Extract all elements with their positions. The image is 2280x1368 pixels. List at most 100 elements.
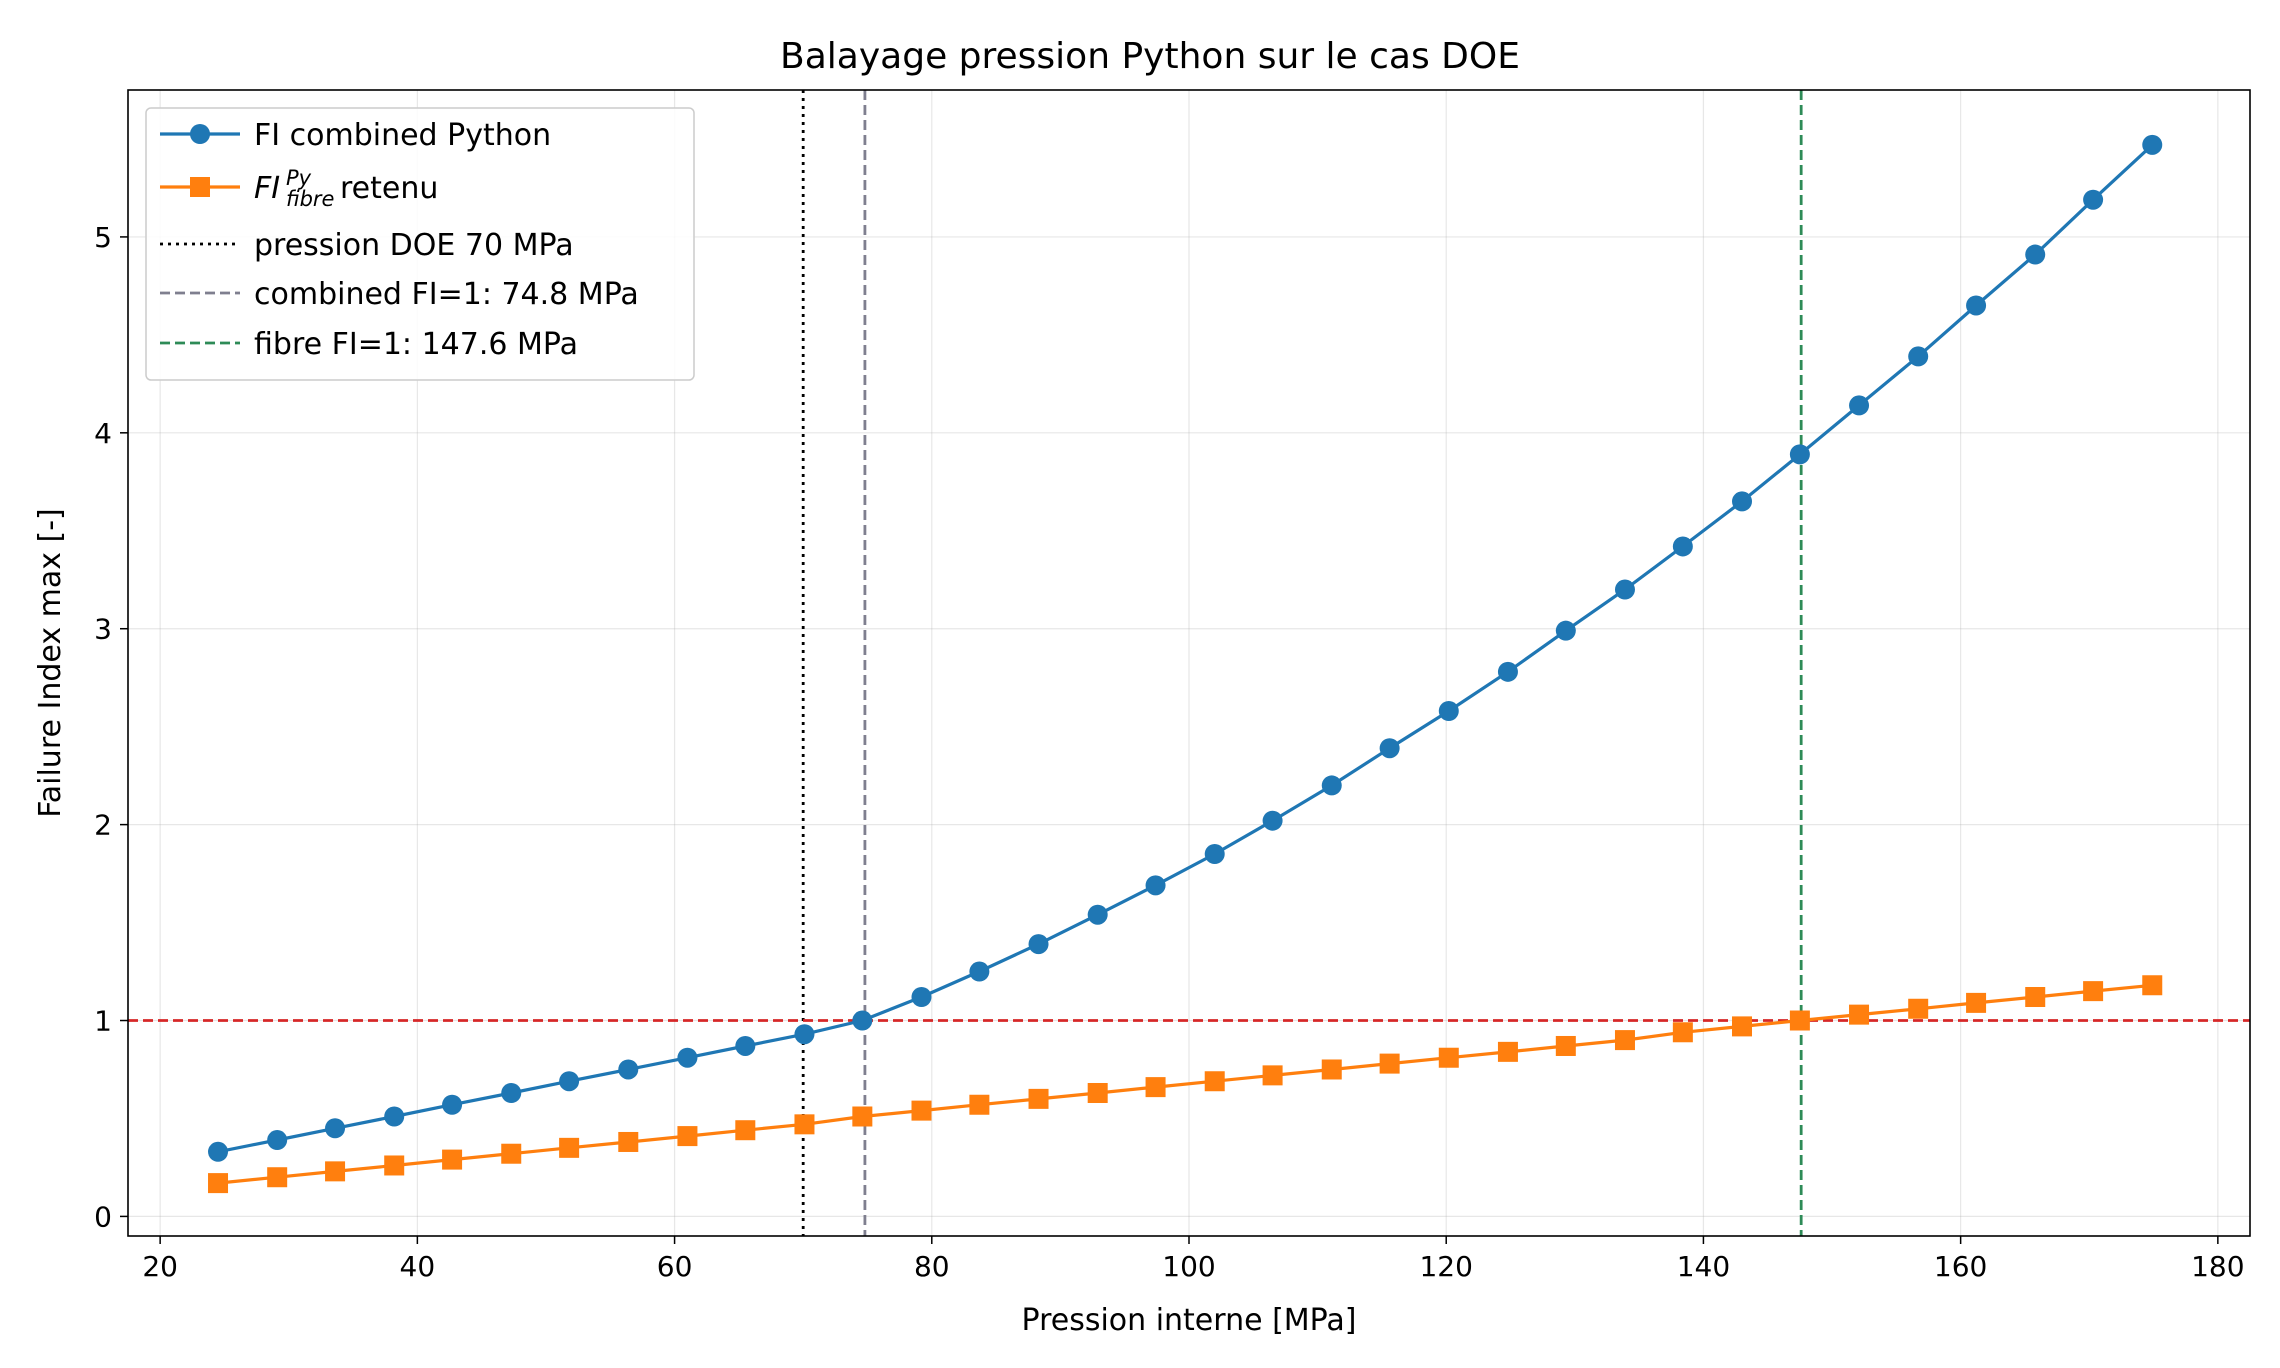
data-point	[969, 1094, 990, 1115]
legend-label: combined FI=1: 74.8 MPa	[254, 277, 639, 312]
data-point	[1438, 700, 1459, 721]
data-point	[384, 1155, 405, 1176]
data-point	[1966, 295, 1987, 316]
legend-box	[145, 107, 695, 381]
x-tick-label: 20	[142, 1250, 178, 1283]
data-point	[1555, 620, 1576, 641]
data-point	[208, 1141, 229, 1162]
data-point	[2083, 189, 2104, 210]
data-point	[1497, 661, 1518, 682]
data-point	[1028, 934, 1049, 955]
data-point	[1438, 1047, 1459, 1068]
data-point	[1379, 1053, 1400, 1074]
x-tick-label: 120	[1419, 1250, 1472, 1283]
legend-label-subscript: fibre	[286, 187, 334, 211]
data-point	[442, 1094, 463, 1115]
y-axis-label: Failure Index max [-]	[33, 508, 68, 818]
data-point	[1204, 844, 1225, 864]
data-point	[1732, 491, 1753, 512]
data-point	[1321, 775, 1342, 796]
y-tick-label: 0	[94, 1200, 112, 1233]
series-line	[217, 983, 2153, 1185]
x-tick-label: 40	[400, 1250, 436, 1283]
data-point	[1789, 444, 1810, 465]
y-tick-label: 1	[94, 1005, 112, 1038]
data-point	[384, 1106, 405, 1127]
data-point	[794, 1114, 815, 1135]
data-point	[325, 1161, 346, 1182]
data-point	[1672, 536, 1693, 557]
data-point	[1614, 1030, 1635, 1051]
x-tick-label: 180	[2191, 1250, 2244, 1283]
data-point	[1087, 1082, 1108, 1103]
legend-label: fibre FI=1: 147.6 MPa	[254, 327, 578, 362]
x-tick-label: 100	[1162, 1250, 1215, 1283]
legend-label-base: FI	[254, 171, 280, 206]
data-point	[501, 1143, 522, 1164]
data-point	[1321, 1059, 1342, 1080]
y-tick-label: 2	[94, 809, 112, 842]
data-point	[1145, 1077, 1166, 1098]
data-point	[1908, 346, 1929, 367]
data-point	[1672, 1022, 1693, 1043]
data-point	[794, 1024, 815, 1045]
data-point	[618, 1059, 639, 1080]
legend-label: FI combined Python	[254, 118, 551, 153]
data-point	[1732, 1016, 1753, 1037]
legend-marker	[190, 177, 210, 197]
data-point	[618, 1131, 639, 1152]
x-axis-label: Pression interne [MPa]	[1022, 1303, 1357, 1338]
data-point	[969, 961, 990, 982]
y-tick-label: 3	[94, 613, 112, 646]
data-point	[501, 1082, 522, 1103]
x-tick-label: 80	[914, 1250, 950, 1283]
data-point	[1555, 1035, 1576, 1056]
chart-title: Balayage pression Python sur le cas DOE	[780, 36, 1520, 77]
x-tick-label: 160	[1934, 1250, 1987, 1283]
data-point	[852, 1010, 873, 1031]
y-tick-label: 4	[94, 417, 112, 450]
data-point	[1087, 904, 1108, 925]
data-point	[2025, 244, 2046, 265]
data-point	[1204, 1071, 1225, 1092]
data-point	[559, 1137, 580, 1158]
data-point	[1262, 1065, 1283, 1086]
data-point	[2025, 987, 2046, 1008]
data-point	[852, 1106, 873, 1127]
data-point	[735, 1035, 756, 1056]
y-axis-ticks: 0 1 2 3 4 5	[94, 221, 128, 1233]
data-point	[325, 1118, 346, 1139]
data-point	[911, 987, 932, 1008]
data-point	[1145, 875, 1166, 896]
data-point	[2142, 975, 2163, 996]
data-point	[1789, 1010, 1810, 1031]
data-point	[208, 1173, 229, 1194]
vertical-reference-lines	[801, 90, 1803, 1236]
data-point	[442, 1149, 463, 1170]
x-tick-label: 140	[1677, 1250, 1730, 1283]
data-point	[267, 1130, 288, 1151]
legend-marker	[190, 124, 210, 144]
data-point	[2083, 981, 2104, 1002]
data-point	[1966, 992, 1987, 1013]
x-axis-ticks: 20 40 60 80 100 120 140 160 180	[142, 1236, 2245, 1283]
legend-label: pression DOE 70 MPa	[254, 228, 574, 263]
data-point	[911, 1100, 932, 1121]
data-point	[1849, 395, 1870, 416]
data-point	[1379, 738, 1400, 759]
y-tick-label: 5	[94, 221, 112, 254]
data-point	[1028, 1088, 1049, 1109]
data-point	[677, 1126, 698, 1147]
data-point	[1614, 579, 1635, 600]
data-point	[2142, 134, 2163, 155]
data-point	[1262, 810, 1283, 831]
data-point	[1849, 1004, 1870, 1025]
series-line	[217, 143, 2154, 1154]
legend-label-suffix: retenu	[340, 171, 438, 206]
data-point	[267, 1167, 288, 1188]
data-point	[559, 1071, 580, 1092]
data-series	[208, 134, 2163, 1194]
x-tick-label: 60	[657, 1250, 693, 1283]
